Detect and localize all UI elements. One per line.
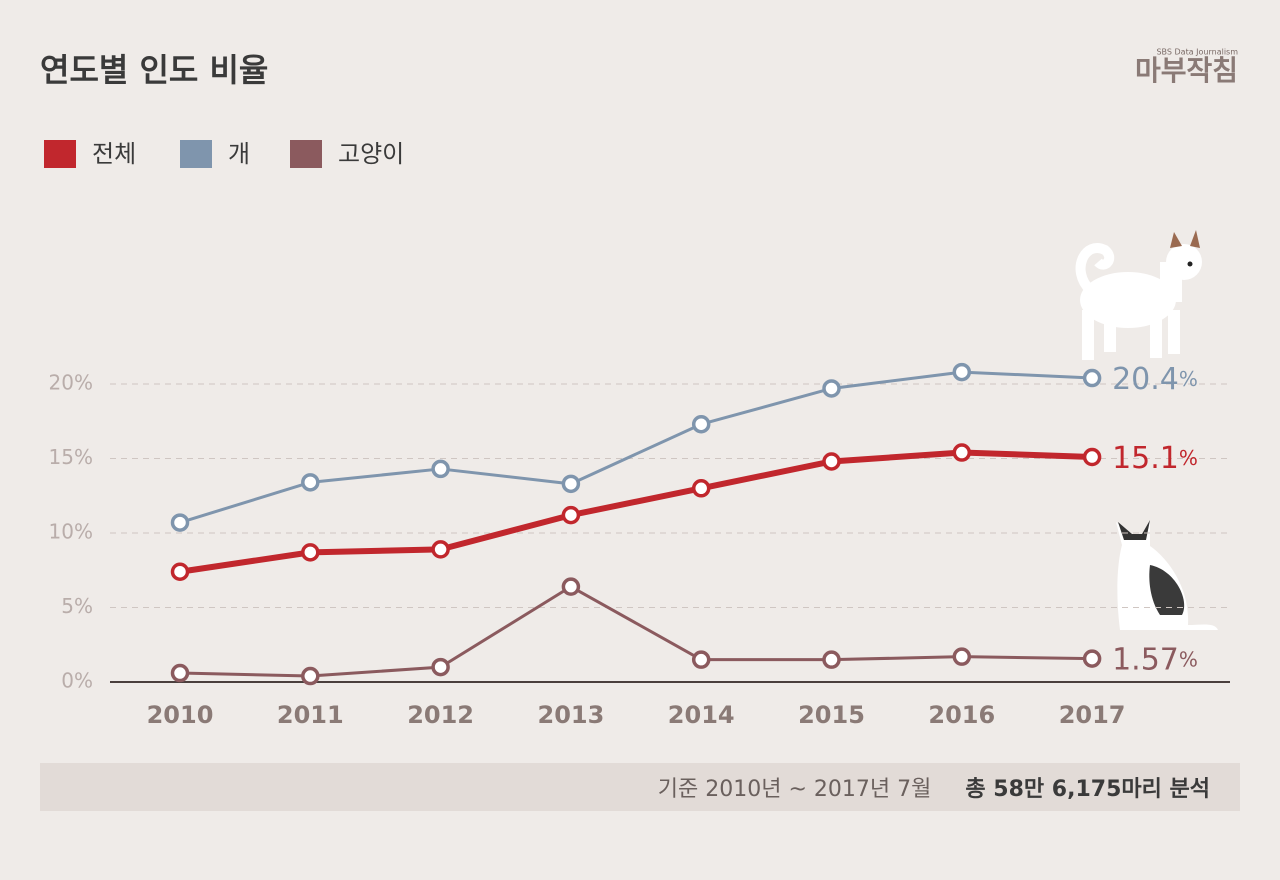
y-tick-label: 20% <box>49 371 93 395</box>
data-point <box>691 414 711 434</box>
legend-label: 개 <box>228 140 250 168</box>
x-tick-label: 2013 <box>538 701 605 729</box>
data-point <box>301 473 320 492</box>
y-tick-label: 15% <box>49 445 93 469</box>
legend-label: 고양이 <box>338 140 404 168</box>
value-label: 20.4% <box>1112 362 1198 397</box>
legend-swatch <box>290 140 322 168</box>
dog-icon <box>1075 230 1202 360</box>
data-point <box>952 443 972 462</box>
series-line <box>179 585 1093 678</box>
x-tick-label: 2016 <box>928 701 995 729</box>
data-point <box>301 666 320 686</box>
y-tick-label: 10% <box>49 520 93 544</box>
x-tick-label: 2014 <box>668 701 735 729</box>
data-point <box>301 543 320 562</box>
footnote: 기준 2010년 ~ 2017년 7월 <box>658 777 932 802</box>
chart-title: 연도별 인도 비율 <box>40 51 268 89</box>
data-point <box>431 540 450 559</box>
data-point <box>822 379 841 398</box>
data-point <box>691 479 711 498</box>
x-tick-label: 2017 <box>1059 701 1126 729</box>
data-point <box>691 650 711 669</box>
series-line <box>179 449 1093 575</box>
data-point <box>952 647 972 666</box>
data-point <box>1082 368 1102 388</box>
x-tick-label: 2015 <box>798 701 865 729</box>
data-point <box>952 362 972 382</box>
x-tick-label: 2010 <box>147 701 214 729</box>
value-unit: % <box>1179 367 1198 391</box>
data-point <box>170 513 190 532</box>
value-number: 15.1 <box>1112 441 1179 476</box>
data-point <box>561 577 581 596</box>
data-point <box>561 474 581 494</box>
data-point <box>431 459 450 479</box>
x-tick-label: 2011 <box>277 701 344 729</box>
value-unit: % <box>1179 647 1198 671</box>
value-number: 1.57 <box>1112 642 1179 677</box>
data-point <box>170 663 190 683</box>
value-label: 15.1% <box>1112 441 1198 476</box>
value-label: 1.57% <box>1112 642 1198 677</box>
x-tick-label: 2012 <box>407 701 474 729</box>
brand-subtitle: SBS Data Journalism <box>1156 48 1238 57</box>
data-point <box>1082 649 1102 668</box>
legend-label: 전체 <box>92 140 136 168</box>
footer-band <box>40 763 1240 811</box>
data-point <box>561 505 581 525</box>
data-point <box>1082 447 1102 467</box>
data-point <box>822 650 841 669</box>
brand: 마부작침 <box>1135 54 1238 87</box>
data-point <box>170 562 190 581</box>
value-number: 20.4 <box>1112 362 1179 397</box>
footnote-bold: 총 58만 6,175마리 분석 <box>965 777 1210 802</box>
y-tick-label: 5% <box>61 594 93 618</box>
y-tick-label: 0% <box>61 669 93 693</box>
cat-icon <box>1116 520 1218 630</box>
legend-swatch <box>180 140 212 168</box>
legend-swatch <box>44 140 76 168</box>
data-point <box>431 657 450 677</box>
data-point <box>822 452 841 471</box>
series-line <box>179 370 1093 525</box>
value-unit: % <box>1179 446 1198 470</box>
